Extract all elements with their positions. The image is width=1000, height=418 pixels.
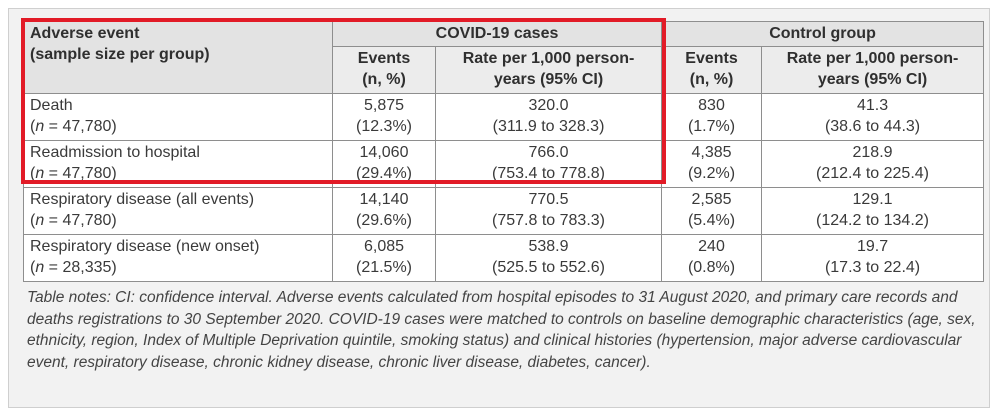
adverse-event-header: Adverse event (sample size per group) xyxy=(23,21,333,94)
table-row: Respiratory disease (new onset) (n = 28,… xyxy=(23,234,985,282)
covid-rate-cell: 770.5 (757.8 to 783.3) xyxy=(434,187,663,235)
table-row: Respiratory disease (all events) (n = 47… xyxy=(23,187,985,235)
table-row: Readmission to hospital (n = 47,780) 14,… xyxy=(23,140,985,188)
control-rate-header: Rate per 1,000 person- years (95% CI) xyxy=(761,46,985,94)
covid-cases-header: COVID-19 cases xyxy=(331,21,663,47)
covid-events-cell: 6,085 (21.5%) xyxy=(332,234,436,282)
control-rate-cell: 41.3 (38.6 to 44.3) xyxy=(761,93,985,141)
covid-events-cell: 14,140 (29.6%) xyxy=(332,187,436,235)
header-row-columns: Events (n, %) Rate per 1,000 person- yea… xyxy=(24,46,985,94)
control-events-cell: 240 (0.8%) xyxy=(661,234,763,282)
table-notes: Table notes: CI: confidence interval. Ad… xyxy=(27,289,976,371)
screenshot-frame: Adverse event (sample size per group) CO… xyxy=(8,8,990,408)
control-events-cell: 2,585 (5.4%) xyxy=(661,187,763,235)
control-events-header: Events (n, %) xyxy=(661,46,763,94)
event-cell: Readmission to hospital (n = 47,780) xyxy=(23,140,333,188)
control-rate-cell: 19.7 (17.3 to 22.4) xyxy=(761,234,985,282)
event-cell: Respiratory disease (new onset) (n = 28,… xyxy=(23,234,333,282)
covid-events-header: Events (n, %) xyxy=(332,46,436,94)
covid-rate-header: Rate per 1,000 person- years (95% CI) xyxy=(434,46,663,94)
covid-events-cell: 5,875 (12.3%) xyxy=(332,93,436,141)
control-group-header: Control group xyxy=(661,21,985,47)
covid-rate-cell: 320.0 (311.9 to 328.3) xyxy=(434,93,663,141)
event-cell: Respiratory disease (all events) (n = 47… xyxy=(23,187,333,235)
control-events-cell: 4,385 (9.2%) xyxy=(661,140,763,188)
adverse-events-table: Adverse event (sample size per group) CO… xyxy=(23,21,985,282)
control-rate-cell: 218.9 (212.4 to 225.4) xyxy=(761,140,985,188)
covid-rate-cell: 766.0 (753.4 to 778.8) xyxy=(434,140,663,188)
covid-rate-cell: 538.9 (525.5 to 552.6) xyxy=(434,234,663,282)
header-row-groups: Adverse event (sample size per group) CO… xyxy=(23,21,985,94)
covid-events-cell: 14,060 (29.4%) xyxy=(332,140,436,188)
event-cell: Death (n = 47,780) xyxy=(23,93,333,141)
control-events-cell: 830 (1.7%) xyxy=(661,93,763,141)
table-row: Death (n = 47,780) 5,875 (12.3%) 320.0 (… xyxy=(23,93,985,141)
control-rate-cell: 129.1 (124.2 to 134.2) xyxy=(761,187,985,235)
